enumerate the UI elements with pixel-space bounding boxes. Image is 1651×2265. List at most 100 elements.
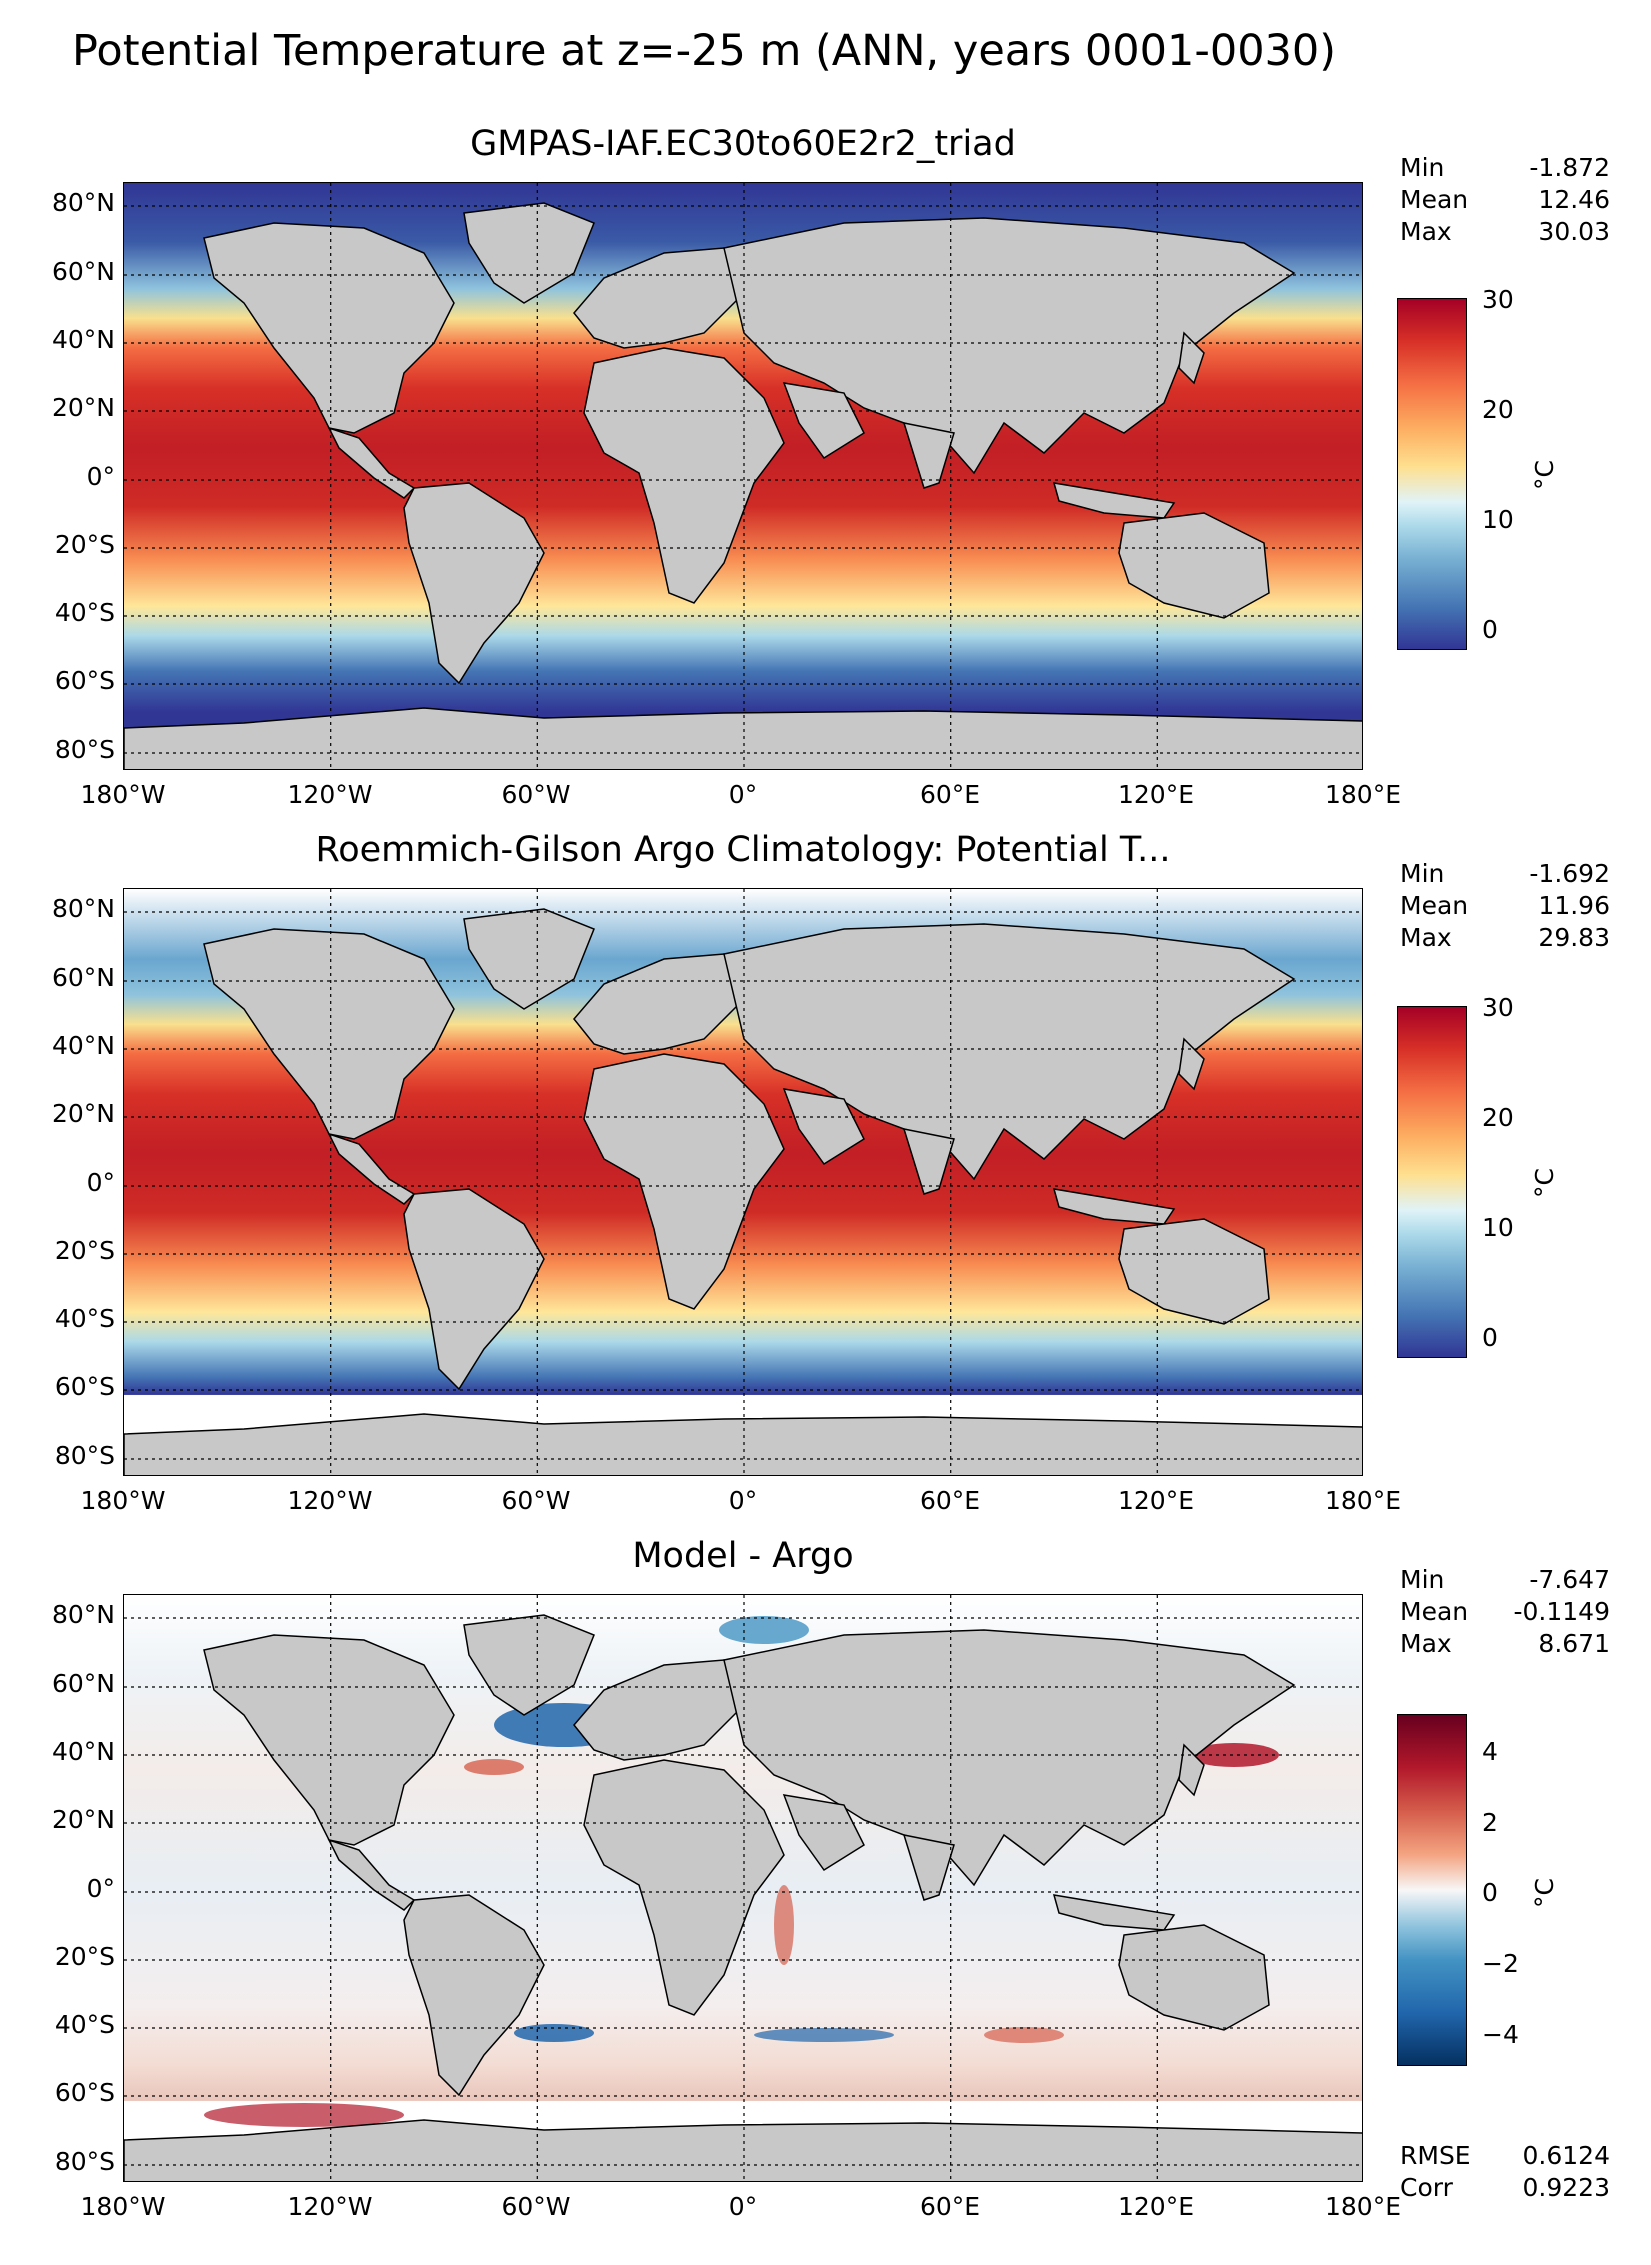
panel-3-stats: Min -7.647 Mean -0.1149 Max 8.671 [1400, 1564, 1610, 1660]
lon-tick: 0° [728, 2192, 758, 2221]
panel-2-title: Roemmich-Gilson Argo Climatology: Potent… [315, 830, 1171, 870]
colorbar-tick: 10 [1482, 1213, 1514, 1242]
anomaly-cold-brazil [514, 2024, 594, 2042]
lon-tick: 180°W [80, 1486, 166, 1515]
lon-tick: 180°W [80, 2192, 166, 2221]
colorbar-tick: 20 [1482, 1103, 1514, 1132]
lon-tick: 0° [728, 1486, 758, 1515]
panel-2-stats: Min -1.692 Mean 11.96 Max 29.83 [1400, 858, 1610, 954]
panel-3-map [123, 1594, 1363, 2182]
lon-tick: 180°W [80, 780, 166, 809]
lat-tick: 80°N [51, 1600, 115, 1629]
lon-tick: 60°E [919, 1486, 981, 1515]
lon-tick: 120°W [287, 780, 373, 809]
stat-max: 30.03 [1538, 217, 1610, 246]
lat-tick: 80°N [51, 894, 115, 923]
stat-label: RMSE [1400, 2141, 1471, 2170]
lat-tick: 80°S [54, 1441, 115, 1470]
lat-tick: 80°S [54, 2147, 115, 2176]
lat-tick: 20°N [51, 393, 115, 422]
stat-label: Max [1400, 1629, 1452, 1658]
anomaly-warm-indian [984, 2027, 1064, 2043]
lon-tick: 120°E [1117, 1486, 1194, 1515]
lat-tick: 60°S [54, 1372, 115, 1401]
lat-tick: 40°S [54, 2010, 115, 2039]
anomaly-warm-kuroshio [1189, 1743, 1279, 1767]
stat-mean: 12.46 [1538, 185, 1610, 214]
lon-tick: 60°W [501, 1486, 571, 1515]
lon-tick: 180°E [1324, 2192, 1401, 2221]
lon-tick: 0° [728, 780, 758, 809]
lat-tick: 0° [86, 1168, 115, 1197]
anomaly-cold-south-atlantic [754, 2028, 894, 2042]
lat-tick: 20°N [51, 1805, 115, 1834]
lat-tick: 40°N [51, 1737, 115, 1766]
stat-max: 29.83 [1538, 923, 1610, 952]
lat-tick: 40°N [51, 1031, 115, 1060]
lat-tick: 20°S [54, 1236, 115, 1265]
colorbar-tick: 2 [1482, 1808, 1498, 1837]
lat-tick: 60°N [51, 1669, 115, 1698]
lat-tick: 60°S [54, 666, 115, 695]
colorbar-unit: °C [1530, 460, 1559, 490]
stat-min: -1.872 [1529, 153, 1610, 182]
colorbar-tick: −4 [1482, 2020, 1519, 2049]
lat-tick: 60°N [51, 257, 115, 286]
lat-tick: 20°S [54, 530, 115, 559]
panel-2-colorbar [1397, 1006, 1467, 1358]
panel-1-stats: Min -1.872 Mean 12.46 Max 30.03 [1400, 152, 1610, 248]
panel-1-colorbar [1397, 298, 1467, 650]
lon-tick: 60°E [919, 2192, 981, 2221]
stat-label: Max [1400, 923, 1452, 952]
lat-tick: 20°S [54, 1942, 115, 1971]
anomaly-warm-gulf [464, 1759, 524, 1775]
lon-tick: 180°E [1324, 780, 1401, 809]
stat-min: -7.647 [1529, 1565, 1610, 1594]
stat-label: Min [1400, 1565, 1445, 1594]
colorbar-tick: −2 [1482, 1949, 1519, 1978]
lat-tick: 80°N [51, 188, 115, 217]
colorbar-tick: 0 [1482, 1323, 1498, 1352]
colorbar-unit: °C [1530, 1878, 1559, 1908]
stat-max: 8.671 [1538, 1629, 1610, 1658]
anomaly-warm-benguela [774, 1885, 794, 1965]
colorbar-tick: 20 [1482, 395, 1514, 424]
stat-label: Min [1400, 859, 1445, 888]
lat-tick: 0° [86, 1874, 115, 1903]
lon-tick: 120°E [1117, 2192, 1194, 2221]
colorbar-unit: °C [1530, 1168, 1559, 1198]
lon-tick: 180°E [1324, 1486, 1401, 1515]
lat-tick: 60°S [54, 2078, 115, 2107]
lat-tick: 20°N [51, 1099, 115, 1128]
stat-corr: 0.9223 [1522, 2173, 1610, 2202]
panel-3-title: Model - Argo [632, 1536, 854, 1576]
lon-tick: 60°W [501, 780, 571, 809]
stat-rmse: 0.6124 [1522, 2141, 1610, 2170]
panel-3-errors: RMSE 0.6124 Corr 0.9223 [1400, 2140, 1610, 2204]
stat-label: Min [1400, 153, 1445, 182]
lon-tick: 120°W [287, 1486, 373, 1515]
panel-1-title: GMPAS-IAF.EC30to60E2r2_triad [470, 124, 1016, 164]
lat-tick: 0° [86, 462, 115, 491]
lat-tick: 40°S [54, 1304, 115, 1333]
colorbar-tick: 0 [1482, 615, 1498, 644]
stat-label: Mean [1400, 891, 1469, 920]
colorbar-tick: 0 [1482, 1878, 1498, 1907]
stat-mean: -0.1149 [1513, 1597, 1611, 1626]
lon-tick: 60°E [919, 780, 981, 809]
panel-3-colorbar [1397, 1714, 1467, 2066]
stat-label: Mean [1400, 1597, 1469, 1626]
stat-mean: 11.96 [1538, 891, 1610, 920]
lat-tick: 80°S [54, 735, 115, 764]
panel-2-map [123, 888, 1363, 1476]
lon-tick: 120°W [287, 2192, 373, 2221]
stat-label: Corr [1400, 2173, 1453, 2202]
panel-1-map [123, 182, 1363, 770]
colorbar-tick: 30 [1482, 993, 1514, 1022]
lat-tick: 40°S [54, 598, 115, 627]
lon-tick: 60°W [501, 2192, 571, 2221]
stat-label: Max [1400, 217, 1452, 246]
colorbar-tick: 4 [1482, 1737, 1498, 1766]
lon-tick: 120°E [1117, 780, 1194, 809]
figure-title: Potential Temperature at z=-25 m (ANN, y… [72, 26, 1337, 76]
